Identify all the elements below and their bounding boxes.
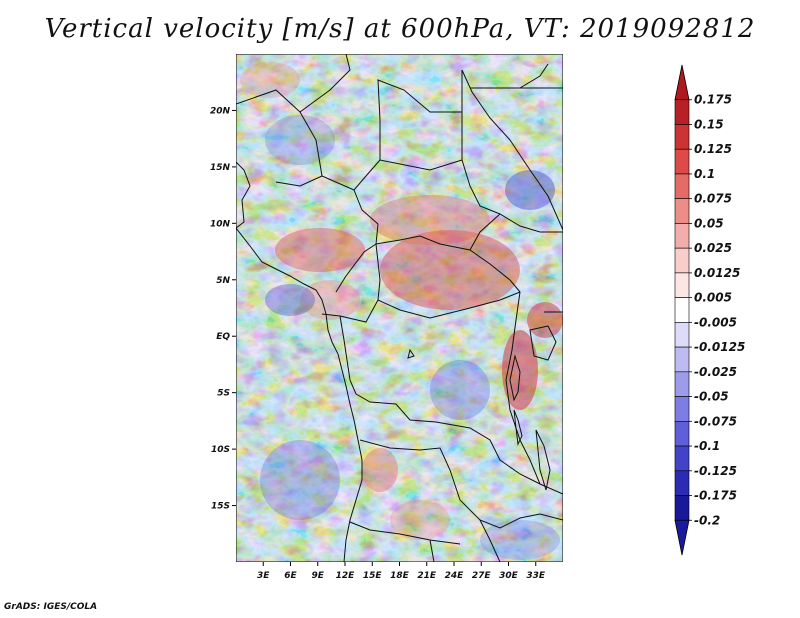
lat-tick-label: EQ	[216, 332, 230, 342]
colorbar-label: 0.175	[694, 93, 732, 107]
lon-tick-label: 6E	[284, 571, 297, 581]
colorbar-segment	[674, 247, 690, 274]
field-region	[370, 195, 490, 245]
colorbar-label: 0.05	[694, 216, 724, 230]
colorbar-label: -0.025	[694, 365, 737, 379]
colorbar-label: -0.1	[694, 439, 720, 453]
colorbar-segment	[674, 148, 690, 175]
field-region	[260, 440, 340, 520]
colorbar-segment	[674, 198, 690, 224]
lat-tick-label: 5S	[217, 389, 230, 399]
lon-tick-label: 24E	[445, 571, 465, 581]
colorbar-label: 0.1	[694, 167, 715, 181]
colorbar-segment	[674, 470, 690, 496]
lon-tick-label: 33E	[526, 571, 546, 581]
country-borders	[236, 54, 563, 562]
colorbar-segment	[674, 124, 690, 150]
field-region	[430, 360, 490, 420]
map-title: Vertical velocity [m/s] at 600hPa, VT: 2…	[44, 14, 756, 44]
colorbar-bottom-arrow	[674, 519, 690, 556]
field-region	[502, 330, 538, 410]
colorbar-segment	[674, 223, 690, 249]
lat-tick-label: 10N	[210, 219, 231, 229]
colorbar-label: 0.005	[694, 291, 732, 305]
field-region	[480, 520, 560, 560]
colorbar-segment	[674, 495, 690, 521]
colorbar-label: -0.125	[694, 464, 737, 478]
field-region	[265, 115, 335, 165]
lon-tick-label: 21E	[417, 571, 437, 581]
colorbar-segment	[674, 445, 690, 472]
lat-tick-label: 5N	[216, 276, 230, 286]
lon-tick-label: 27E	[472, 571, 492, 581]
colorbar-label: 0.0125	[694, 266, 740, 280]
colorbar-segment	[674, 371, 690, 397]
colorbar-segment	[674, 421, 690, 447]
lon-tick-label: 3E	[257, 571, 270, 581]
field-region	[275, 228, 365, 272]
lat-tick-label: 15S	[211, 502, 230, 512]
colorbar-label: -0.175	[694, 489, 737, 503]
colorbar: 0.175 0.15 0.125 0.1 0.075 0.05 0.025 0.0125 0.0…	[674, 64, 745, 556]
colorbar-segment	[674, 173, 690, 199]
colorbar-label: -0.05	[694, 390, 729, 404]
colorbar-segment	[674, 297, 690, 323]
colorbar-segment	[674, 99, 690, 125]
lat-tick-label: 15N	[210, 163, 231, 173]
colorbar-segment	[674, 322, 690, 348]
field-region	[390, 500, 450, 540]
colorbar-label: -0.005	[694, 315, 737, 329]
lon-tick-label: 9E	[312, 571, 325, 581]
lat-tick-label: 10S	[211, 445, 230, 455]
colorbar-label: 0.15	[694, 117, 724, 131]
lon-tick-label: 18E	[390, 571, 410, 581]
lon-tick-label: 30E	[499, 571, 519, 581]
colorbar-label: 0.075	[694, 192, 732, 206]
field-region	[380, 230, 520, 310]
field-region	[265, 284, 315, 316]
colorbar-label: 0.125	[694, 142, 732, 156]
colorbar-segment	[674, 272, 690, 298]
field-region	[362, 448, 398, 492]
lon-tick-label: 12E	[336, 571, 356, 581]
lon-tick-label: 15E	[363, 571, 383, 581]
field-region	[527, 302, 563, 338]
grads-credit: GrADS: IGES/COLA	[4, 602, 98, 612]
velocity-field	[236, 54, 563, 562]
colorbar-label: 0.025	[694, 241, 732, 255]
field-region	[240, 62, 300, 98]
colorbar-segment	[674, 346, 690, 373]
colorbar-segment	[674, 396, 690, 422]
colorbar-label: -0.2	[694, 513, 720, 527]
colorbar-top-arrow	[674, 64, 690, 101]
colorbar-label: -0.0125	[694, 340, 745, 354]
lat-tick-label: 20N	[210, 106, 231, 116]
colorbar-label: -0.075	[694, 414, 737, 428]
field-region	[505, 170, 555, 210]
